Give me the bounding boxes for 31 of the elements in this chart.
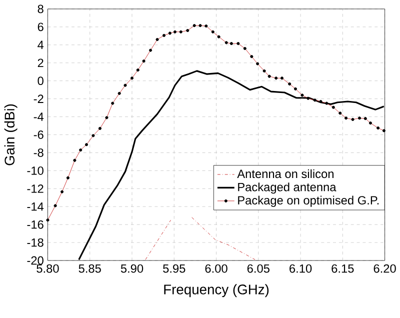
point [306,96,310,100]
x-tick-label: 5.80 [36,264,59,273]
x-tick-label: 6.15 [332,264,354,273]
y-tick-label: -16 [27,220,44,229]
y-tick-label: -4 [34,112,44,121]
y-tick-label: -10 [27,166,44,175]
y-tick-label: 2 [38,58,44,67]
y-tick-label: -18 [27,238,44,247]
y-tick-label: 0 [38,76,44,85]
x-axis-title: Frequency (GHz) [164,284,269,298]
x-tick-label: 5.90 [120,264,144,273]
x-tick-label: 5.85 [78,264,101,273]
legend-label: Packaged antenna [238,182,336,194]
y-tick-label: -2 [34,94,44,103]
y-tick-label: -6 [34,130,44,139]
y-axis-title: Gain (dBi) [4,104,18,166]
x-tick-label: 6.10 [290,264,312,273]
y-tick-label: 6 [38,22,44,32]
y-tick-label: 4 [38,40,44,49]
y-tick-label: -8 [34,148,44,157]
point [319,100,322,103]
x-tick-label: 6.20 [374,264,396,273]
y-tick-label: -12 [27,184,44,193]
x-tick-label: 6.00 [205,264,228,273]
y-tick-label: -14 [27,202,44,211]
y-tick-label: -20 [27,256,44,265]
x-tick-label: 6.05 [247,264,270,273]
legend-label: Package on optimised G.P. [238,196,379,207]
x-tick-label: 5.95 [163,264,186,273]
y-tick-label: 8 [38,4,44,14]
legend-label: Antenna on silicon [237,169,334,178]
